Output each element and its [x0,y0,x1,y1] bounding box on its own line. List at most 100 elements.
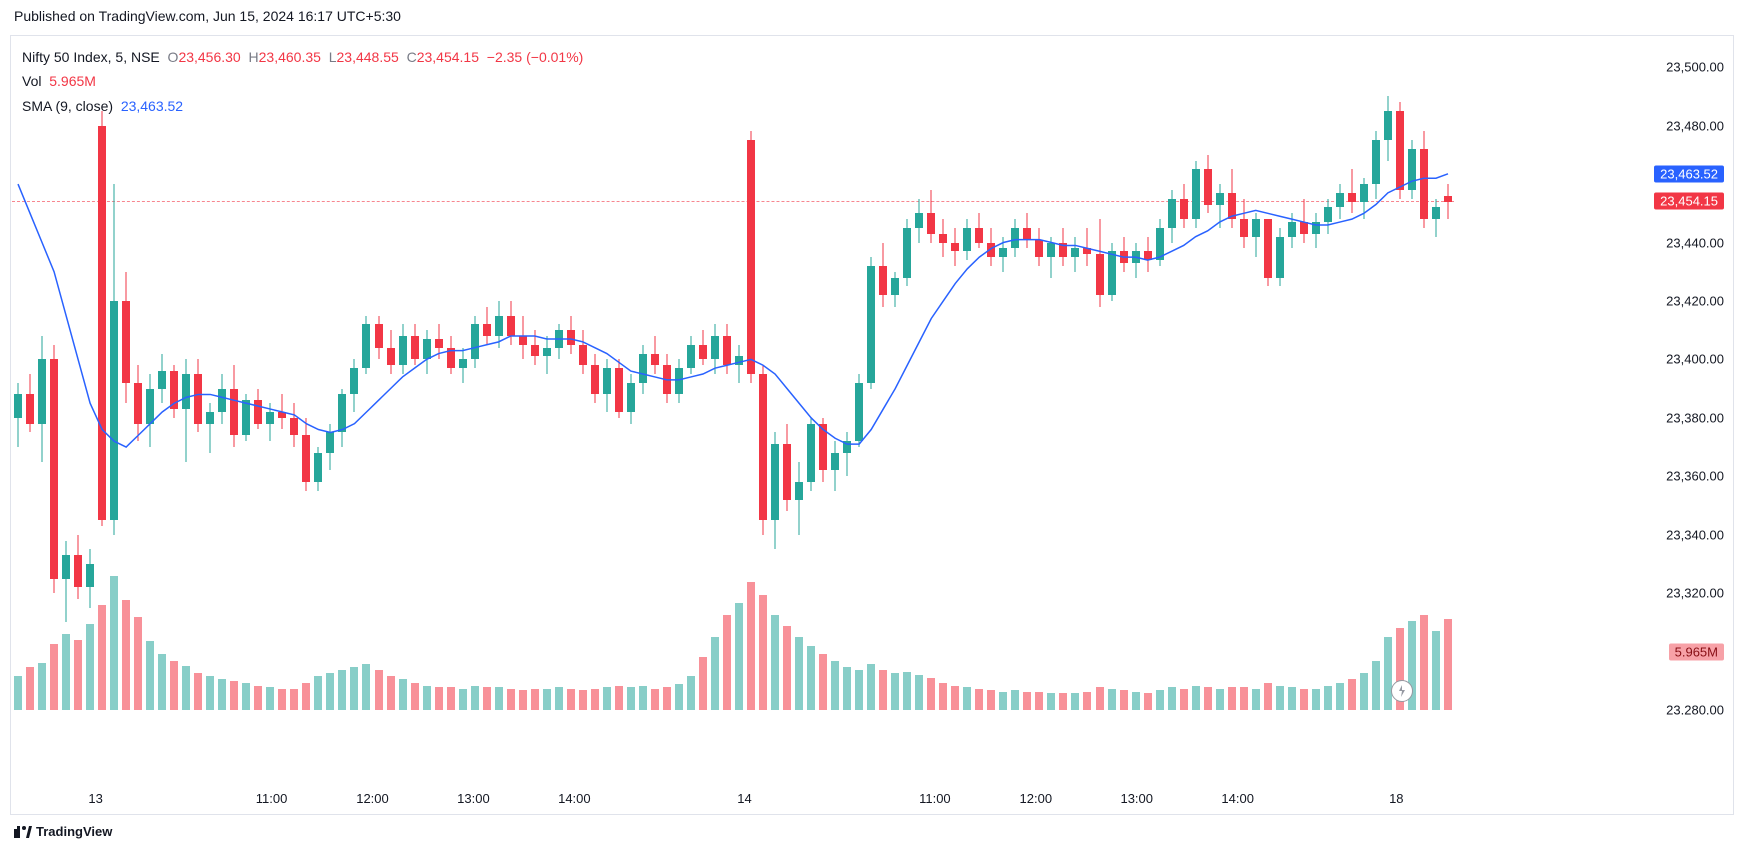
volume-bar [495,687,503,710]
x-tick: 14 [737,791,751,806]
brand-footer: TradingView [14,824,112,839]
volume-bar [507,689,515,710]
volume-bar [1324,686,1332,710]
volume-bar [122,600,130,710]
y-tick: 23,320.00 [1666,586,1724,601]
volume-bar [278,689,286,710]
x-tick: 12:00 [1020,791,1053,806]
publish-text: Published on TradingView.com, Jun 15, 20… [14,8,401,24]
volume-bar [158,654,166,711]
volume-bar [1384,637,1392,710]
volume-bar [963,687,971,710]
volume-bar [567,689,575,710]
volume-bar [843,667,851,710]
volume-bar [1011,690,1019,710]
volume-bar [555,687,563,710]
volume-bar [531,689,539,710]
volume-bar [675,684,683,710]
volume-bar [735,603,743,710]
volume-bar [110,576,118,710]
vol-value: 5.965M [49,73,96,89]
volume-bar [759,595,767,710]
volume-bar [543,689,551,710]
volume-bar [182,666,190,710]
volume-bar [375,670,383,710]
chg: −2.35 [487,49,522,65]
volume-bar [663,687,671,710]
go-to-realtime-icon[interactable] [1391,680,1413,702]
volume-bar [14,676,22,710]
volume-bar [951,686,959,710]
tradingview-logo-icon [14,826,32,838]
volume-bar [1180,689,1188,710]
o-value: 23,456.30 [178,49,240,65]
x-tick: 14:00 [1221,791,1254,806]
volume-bar [867,664,875,710]
y-tick: 23,360.00 [1666,469,1724,484]
y-tick: 23,400.00 [1666,352,1724,367]
y-tick: 23.280.00 [1666,703,1724,718]
volume-bar [326,673,334,710]
c-value: 23,454.15 [417,49,479,65]
volume-bar [1132,692,1140,710]
volume-bar [98,605,106,710]
volume-bar [242,683,250,710]
volume-bar [471,686,479,710]
volume-bar [399,679,407,710]
volume-bar [266,687,274,710]
x-tick: 13 [88,791,102,806]
volume-bar [519,690,527,710]
volume-bar [230,681,238,710]
volume-bar [687,676,695,710]
volume-bar [819,654,827,711]
volume-bar [1047,693,1055,710]
volume-bar [483,687,491,710]
x-tick: 12:00 [356,791,389,806]
volume-bar [1023,692,1031,710]
volume-bar [975,689,983,710]
volume-bar [711,637,719,710]
o-label: O [168,49,179,65]
volume-bar [86,624,94,710]
sma-label: SMA (9, close) [22,98,113,114]
volume-bar [1348,679,1356,710]
volume-bar [891,673,899,710]
volume-bar [615,686,623,710]
x-axis[interactable]: 1311:0012:0013:0014:001411:0012:0013:001… [12,785,1454,813]
volume-bar [314,676,322,710]
volume-bar [1252,689,1260,710]
volume-bar [411,683,419,710]
volume-bar [1360,673,1368,710]
exchange: NSE [131,49,160,65]
symbol-name: Nifty 50 Index [22,49,108,65]
volume-bar [1312,689,1320,710]
y-tick: 23,440.00 [1666,235,1724,250]
volume-bar [1432,631,1440,710]
volume-bar [903,672,911,710]
volume-bar [747,582,755,710]
volume-bar [627,687,635,710]
volume-bar [723,615,731,710]
volume-bar [447,687,455,710]
y-tick: 23,380.00 [1666,410,1724,425]
volume-bar [170,661,178,710]
y-axis[interactable]: 23,500.0023,480.0023,440.0023,420.0023,4… [1452,38,1732,710]
interval: 5 [115,49,123,65]
volume-bar [807,646,815,710]
volume-bar [194,673,202,710]
volume-bar [1156,690,1164,710]
volume-bar [218,679,226,710]
chart-legend: Nifty 50 Index, 5, NSE O23,456.30 H23,46… [22,46,583,119]
y-tick: 23,480.00 [1666,118,1724,133]
y-tick: 23,420.00 [1666,293,1724,308]
volume-bar [831,661,839,710]
chart-canvas[interactable] [12,38,1454,710]
brand-text: TradingView [36,824,112,839]
volume-bar [338,670,346,710]
volume-bar [927,678,935,710]
volume-bar [134,617,142,710]
volume-bar [435,687,443,710]
volume-bar [62,634,70,710]
volume-bar [1204,687,1212,710]
volume-bar [290,689,298,710]
